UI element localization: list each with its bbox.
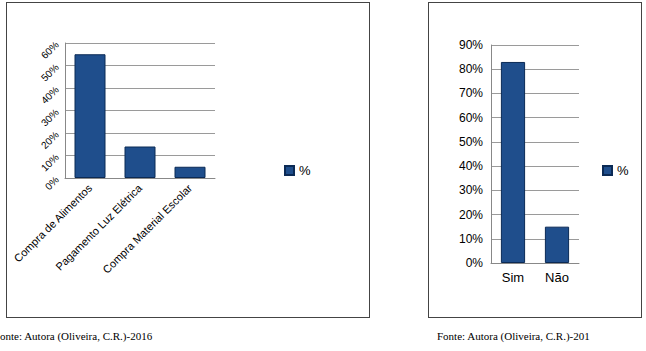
svg-text:20%: 20% [459, 208, 483, 222]
svg-text:%: % [299, 163, 311, 178]
svg-text:Sim: Sim [502, 270, 524, 285]
svg-text:0%: 0% [466, 256, 484, 270]
svg-text:90%: 90% [459, 38, 483, 52]
svg-text:60%: 60% [459, 111, 483, 125]
svg-text:10%: 10% [459, 232, 483, 246]
svg-text:Não: Não [545, 270, 569, 285]
svg-text:Compra Material Escolar: Compra Material Escolar [100, 182, 194, 276]
svg-text:80%: 80% [459, 62, 483, 76]
svg-text:%: % [617, 163, 629, 178]
svg-text:60%: 60% [39, 39, 61, 61]
svg-text:70%: 70% [459, 86, 483, 100]
svg-text:30%: 30% [459, 183, 483, 197]
svg-text:50%: 50% [39, 62, 61, 84]
svg-text:Pagamento Luz Elétrica: Pagamento Luz Elétrica [53, 181, 145, 273]
svg-text:50%: 50% [459, 135, 483, 149]
svg-text:40%: 40% [459, 159, 483, 173]
html-text:onte: Autora (Oliveira, C.R.)-: onte: Autora (Oliveira, C.R.)-2016 [0, 330, 153, 342]
svg-text:40%: 40% [39, 84, 61, 106]
svg-text:10%: 10% [39, 152, 61, 174]
svg-text:30%: 30% [39, 107, 61, 129]
html-text:Fonte: Autora (Oliveira, C.R.): Fonte: Autora (Oliveira, C.R.)-201 [437, 330, 590, 342]
svg-text:20%: 20% [39, 129, 61, 151]
svg-text:Compra de Alimentos: Compra de Alimentos [11, 181, 95, 265]
svg-text:0%: 0% [43, 174, 61, 192]
